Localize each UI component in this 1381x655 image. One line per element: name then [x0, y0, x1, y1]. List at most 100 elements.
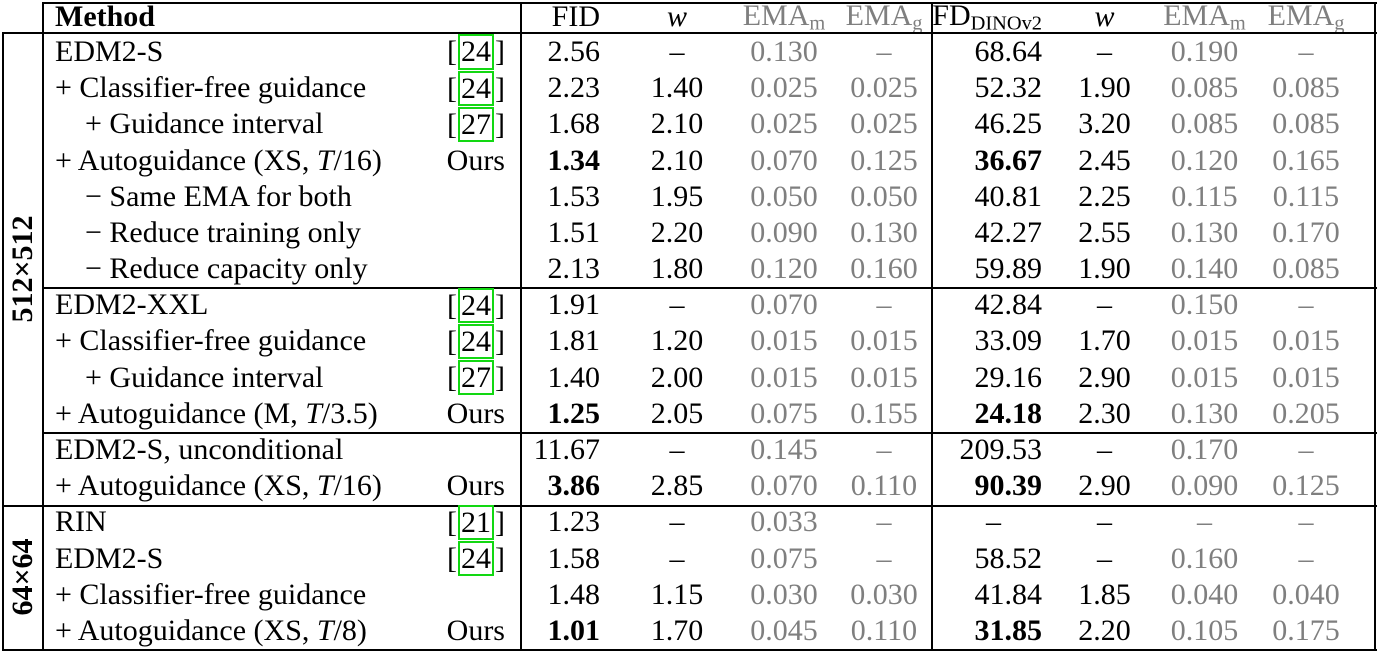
column-header-label: w — [666, 2, 687, 32]
value-cell: 0.160 — [1170, 541, 1239, 575]
value-cell: 1.90 — [1078, 71, 1131, 105]
value-cell: 2.20 — [650, 215, 704, 249]
method-cell: EDM2-XXL [24] — [43, 287, 521, 324]
value-cell: 1.15 — [650, 577, 704, 611]
method-text: − Same EMA for both — [85, 179, 352, 213]
column-header-label: FDDINOv2 — [932, 2, 1042, 32]
column-header-method: Method — [43, 2, 521, 32]
column-header-label: w — [1094, 2, 1115, 32]
table-rule-method-col — [520, 2, 522, 651]
value-cell: 33.09 — [974, 324, 1043, 358]
value-cell: 2.55 — [1078, 215, 1131, 249]
value-cell: 1.81 — [547, 324, 601, 358]
value-cell: – — [1298, 433, 1314, 467]
value-cell: – — [669, 288, 685, 322]
method-cell: + Classifier-free guidance — [43, 577, 521, 613]
table-rule-bottom — [2, 649, 1377, 651]
value-cell: 0.110 — [850, 613, 918, 647]
value-cell: 0.190 — [1170, 35, 1239, 69]
value-cell: 24.18 — [974, 396, 1043, 430]
value-cell: 1.34 — [547, 143, 601, 177]
method-text: EDM2-S, unconditional — [55, 433, 344, 467]
table-rule-header-bottom — [2, 32, 1377, 34]
column-header-w: w — [1055, 2, 1154, 32]
value-cell: 209.53 — [959, 433, 1043, 467]
value-cell: 1.90 — [1078, 252, 1131, 286]
method-cell: RIN [21] — [43, 504, 521, 541]
column-header-label: EMAg — [846, 2, 923, 32]
value-cell: 58.52 — [974, 541, 1043, 575]
value-cell: 2.30 — [1078, 396, 1131, 430]
value-cell: 2.10 — [650, 143, 704, 177]
value-cell: 1.91 — [547, 288, 601, 322]
method-text: + Classifier-free guidance — [55, 71, 367, 105]
value-cell: 0.155 — [850, 396, 918, 430]
value-cell: 0.115 — [1272, 179, 1340, 213]
ours-label: Ours — [446, 396, 505, 430]
method-cell: EDM2-S [24] — [43, 540, 521, 577]
method-text: /16) — [333, 469, 382, 503]
citation-link[interactable]: [24] — [447, 34, 505, 70]
method-name: − Same EMA for both — [85, 180, 352, 214]
value-cell: 0.145 — [750, 433, 818, 467]
citation-link[interactable]: [24] — [447, 540, 505, 577]
value-cell: 68.64 — [974, 35, 1043, 69]
column-header-emam: EMAm — [1154, 2, 1255, 32]
table-header-row: Method FID w EMAm EMAg FDDINOv2 w EMAm EMAg — [43, 2, 1375, 32]
citation-link[interactable]: [24] — [447, 70, 505, 106]
method-text: + Classifier-free guidance — [55, 577, 367, 611]
method-name: − Reduce training only — [85, 216, 361, 250]
value-cell: 36.67 — [974, 143, 1043, 177]
method-text: + Guidance interval — [85, 107, 324, 141]
table-rule-label-col — [42, 2, 44, 651]
citation-link[interactable]: [27] — [447, 359, 505, 396]
value-cell: 2.85 — [650, 469, 704, 503]
value-cell: – — [669, 541, 685, 575]
value-cell: 1.68 — [547, 107, 601, 141]
value-cell: 1.70 — [650, 613, 704, 647]
method-name: + Classifier-free guidance — [55, 324, 366, 358]
value-cell: 1.40 — [547, 360, 601, 394]
value-cell: 0.015 — [1272, 360, 1340, 394]
value-cell: 0.015 — [750, 324, 818, 358]
method-cell: EDM2-S [24] — [43, 34, 521, 70]
method-text: − Reduce capacity only — [85, 252, 368, 286]
value-cell: 0.070 — [750, 469, 818, 503]
value-cell: 0.125 — [850, 143, 918, 177]
value-cell: 1.20 — [650, 324, 704, 358]
value-cell: 1.25 — [547, 396, 601, 430]
citation-link[interactable]: [24] — [447, 287, 505, 324]
math-symbol: T — [316, 143, 334, 177]
citation-number: 24 — [458, 540, 494, 577]
value-cell: 0.085 — [1272, 71, 1340, 105]
method-name: + Autoguidance (M, T/3.5) — [55, 397, 378, 431]
group-label-512x512: 512×512 — [6, 215, 39, 323]
value-cell: 0.050 — [750, 179, 818, 213]
citation-link[interactable]: [24] — [447, 323, 505, 360]
value-cell: 0.105 — [1170, 613, 1239, 647]
value-cell: 2.20 — [1078, 613, 1131, 647]
column-header-label: FID — [551, 2, 600, 32]
method-cell: − Same EMA for both — [43, 179, 521, 215]
method-name: + Autoguidance (XS, T/8) — [55, 614, 367, 648]
citation-link[interactable]: [21] — [447, 504, 505, 541]
value-cell: 0.165 — [1272, 143, 1340, 177]
value-cell: 2.45 — [1078, 143, 1131, 177]
value-cell: 0.120 — [1170, 143, 1239, 177]
value-cell: 46.25 — [974, 107, 1043, 141]
value-cell: – — [1298, 35, 1314, 69]
value-cell: 1.01 — [547, 613, 601, 647]
citation-link[interactable]: [27] — [447, 106, 505, 143]
value-cell: 0.090 — [1170, 469, 1239, 503]
value-cell: 1.51 — [547, 215, 601, 249]
value-cell: 0.175 — [1272, 613, 1340, 647]
column-header-subscript: m — [1229, 12, 1246, 32]
method-text: /3.5) — [321, 396, 378, 430]
column-header-subscript: g — [912, 12, 923, 32]
value-cell: 0.115 — [1171, 179, 1238, 213]
citation-number: 24 — [458, 287, 494, 324]
value-cell: – — [876, 541, 892, 575]
value-cell: 0.025 — [750, 107, 818, 141]
value-cell: 31.85 — [974, 613, 1043, 647]
value-cell: 0.070 — [750, 288, 818, 322]
